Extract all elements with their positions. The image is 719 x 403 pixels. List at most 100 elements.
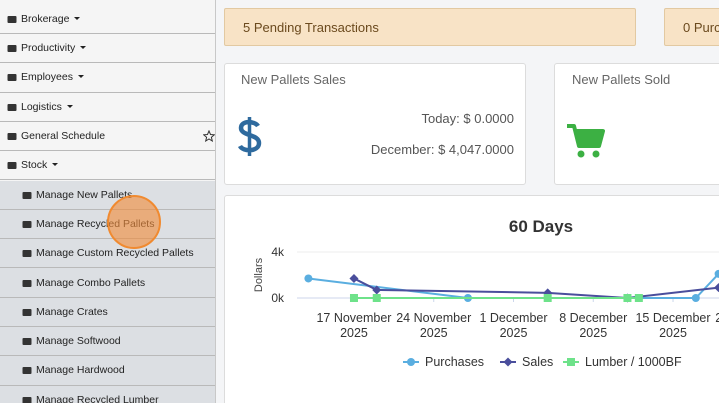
legend-marker bbox=[567, 358, 575, 366]
menu-label: Employees bbox=[21, 71, 73, 84]
favorite-star[interactable] bbox=[203, 129, 215, 142]
menu-label: Manage Recycled Lumber bbox=[36, 393, 159, 403]
x-tick-label: 1 December 2025 bbox=[479, 311, 548, 340]
menu-label: Manage Softwood bbox=[36, 335, 121, 348]
icon-shape bbox=[7, 162, 17, 170]
data-point bbox=[304, 274, 313, 283]
menu-label: Stock bbox=[21, 159, 48, 172]
data-point bbox=[714, 269, 719, 278]
dropdown-caret bbox=[77, 75, 84, 79]
dollar-icon bbox=[237, 117, 262, 156]
menu-icon bbox=[22, 308, 32, 316]
sidebar: Brokerage Productivity Employees Logistics G… bbox=[0, 0, 216, 403]
menu-icon bbox=[22, 220, 32, 228]
menu-label: Manage Hardwood bbox=[36, 364, 125, 377]
chart-card: 60 Days Dollars 0k 4k Purchases Sales Lumber /… bbox=[224, 195, 719, 403]
dropdown-caret bbox=[66, 104, 73, 108]
data-point bbox=[543, 294, 552, 302]
caret bbox=[80, 46, 87, 50]
menu-label: Brokerage bbox=[21, 12, 70, 25]
legend-marker bbox=[407, 358, 415, 366]
submenu-item[interactable]: Manage Custom Recycled Pallets bbox=[0, 239, 215, 269]
menu-label: Manage Combo Pallets bbox=[36, 276, 146, 289]
caret bbox=[74, 16, 81, 20]
menu-icon bbox=[22, 338, 32, 346]
alert[interactable]: 5 Pending Transactions bbox=[224, 8, 636, 46]
icon-shape bbox=[7, 15, 17, 23]
menu-icon bbox=[7, 103, 17, 111]
icon-shape bbox=[7, 45, 17, 53]
menu-item[interactable]: Stock bbox=[0, 151, 215, 181]
caret bbox=[66, 104, 73, 108]
menu-item[interactable]: Brokerage bbox=[0, 5, 215, 34]
caret bbox=[77, 75, 84, 79]
series-line bbox=[353, 277, 719, 300]
legend-label: Purchases bbox=[425, 355, 484, 369]
menu-label: General Schedule bbox=[21, 130, 106, 143]
stat-card: New Pallets Sales Today: $ 0.0000 Decemb… bbox=[224, 63, 526, 185]
icon-shape bbox=[22, 191, 32, 199]
dropdown-caret bbox=[74, 16, 81, 20]
y-axis-label: Dollars bbox=[253, 257, 265, 292]
card-value: December: $ 4,047.0000 bbox=[370, 142, 514, 157]
menu-icon bbox=[22, 191, 32, 199]
dropdown-caret bbox=[80, 46, 87, 50]
data-point bbox=[349, 273, 359, 283]
menu-icon bbox=[7, 15, 17, 23]
data-point bbox=[372, 285, 382, 295]
menu-icon bbox=[22, 396, 32, 403]
x-tick-label: 15 December 2025 bbox=[635, 311, 711, 340]
y-tick-label: 4k bbox=[271, 245, 285, 259]
data-point bbox=[634, 294, 643, 302]
menu-item[interactable]: General Schedule bbox=[0, 122, 215, 152]
icon-shape bbox=[7, 74, 17, 82]
y-tick-label: 0k bbox=[271, 291, 285, 305]
data-point bbox=[372, 294, 381, 302]
menu-item[interactable]: Productivity bbox=[0, 34, 215, 64]
submenu-item[interactable]: Manage Recycled Lumber bbox=[0, 385, 215, 403]
legend-label: Sales bbox=[522, 355, 553, 369]
menu-item[interactable]: Employees bbox=[0, 63, 215, 93]
x-tick-label: 24 November 2025 bbox=[396, 311, 472, 340]
submenu-item[interactable]: Manage Crates bbox=[0, 297, 215, 327]
data-point bbox=[714, 283, 719, 293]
icon-shape bbox=[7, 103, 17, 111]
icon-shape bbox=[22, 367, 32, 375]
menu-icon bbox=[7, 45, 17, 53]
stat-card: New Pallets Sold bbox=[554, 63, 719, 185]
data-point bbox=[349, 294, 358, 302]
menu-label: Productivity bbox=[21, 42, 76, 55]
x-tick-label: 17 November 2025 bbox=[316, 311, 392, 340]
icon-shape bbox=[22, 279, 32, 287]
menu-label: Logistics bbox=[21, 100, 62, 113]
menu-icon bbox=[22, 367, 32, 375]
click-indicator bbox=[107, 195, 161, 249]
alert[interactable]: 0 Purc bbox=[664, 8, 719, 46]
dropdown-caret bbox=[52, 163, 59, 167]
x-tick-label: 8 December 2025 bbox=[559, 311, 628, 340]
submenu-item[interactable]: Manage Softwood bbox=[0, 327, 215, 357]
menu-label: Manage New Pallets bbox=[36, 188, 133, 201]
star bbox=[203, 129, 215, 142]
icon-shape bbox=[22, 396, 32, 403]
caret bbox=[52, 163, 59, 167]
cart-icon bbox=[567, 124, 605, 158]
menu-item[interactable]: Logistics bbox=[0, 93, 215, 122]
menu-icon bbox=[7, 133, 17, 141]
submenu-item[interactable]: Manage Hardwood bbox=[0, 356, 215, 386]
icon-shape bbox=[22, 220, 32, 228]
x-tick-label: 22 December 2025 bbox=[707, 311, 719, 341]
icon-shape bbox=[22, 338, 32, 346]
legend-marker bbox=[503, 357, 513, 367]
submenu-item[interactable]: Manage New Pallets bbox=[0, 180, 215, 210]
icon-shape bbox=[7, 133, 17, 141]
card-title: New Pallets Sold bbox=[572, 72, 671, 87]
menu-label: Manage Crates bbox=[36, 305, 108, 318]
icon-shape bbox=[22, 250, 32, 258]
icon-shape bbox=[22, 308, 32, 316]
submenu-item[interactable]: Manage Combo Pallets bbox=[0, 268, 215, 298]
data-point bbox=[623, 294, 632, 302]
legend-label: Lumber / 1000BF bbox=[585, 355, 682, 369]
card-title: New Pallets Sales bbox=[241, 72, 346, 87]
